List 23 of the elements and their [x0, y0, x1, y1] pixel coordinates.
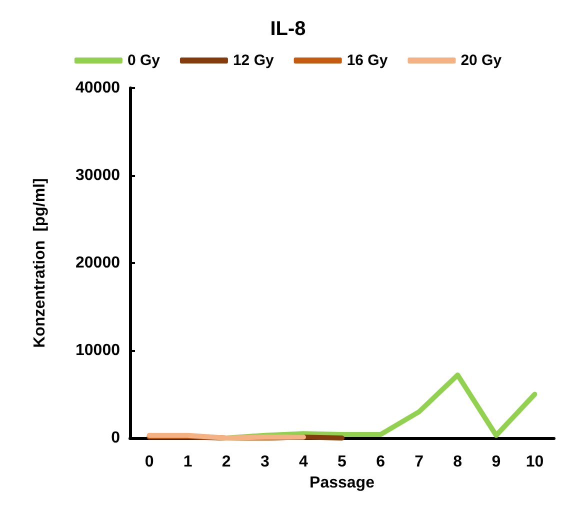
y-axis-title: Konzentration [pg/ml]: [32, 178, 48, 348]
x-tick-label: 8: [453, 454, 462, 470]
x-tick-label: 6: [376, 454, 386, 470]
legend-label: 0 Gy: [127, 52, 161, 69]
y-tick-label: 30000: [76, 167, 120, 184]
y-tick-label: 20000: [76, 254, 120, 272]
x-tick-label: 3: [260, 454, 270, 470]
y-tick-label: 0: [111, 430, 120, 446]
x-tick-label: 0: [144, 454, 154, 470]
x-tick-label: 2: [222, 454, 231, 470]
legend-label: 12 Gy: [232, 52, 274, 69]
legend-label: 20 Gy: [460, 52, 502, 69]
x-tick-label: 7: [414, 454, 424, 470]
x-tick-label: 1: [183, 454, 192, 470]
x-tick-label: 9: [492, 454, 501, 470]
x-tick-label: 4: [299, 454, 308, 470]
y-tick-label: 40000: [76, 80, 120, 96]
x-axis-title: Passage: [310, 474, 375, 492]
x-tick-label: 5: [338, 454, 347, 470]
chart-title: IL-8: [270, 18, 306, 40]
y-tick-label: 10000: [76, 342, 120, 359]
legend-label: 16 Gy: [346, 52, 388, 69]
x-tick-label: 10: [526, 454, 544, 470]
